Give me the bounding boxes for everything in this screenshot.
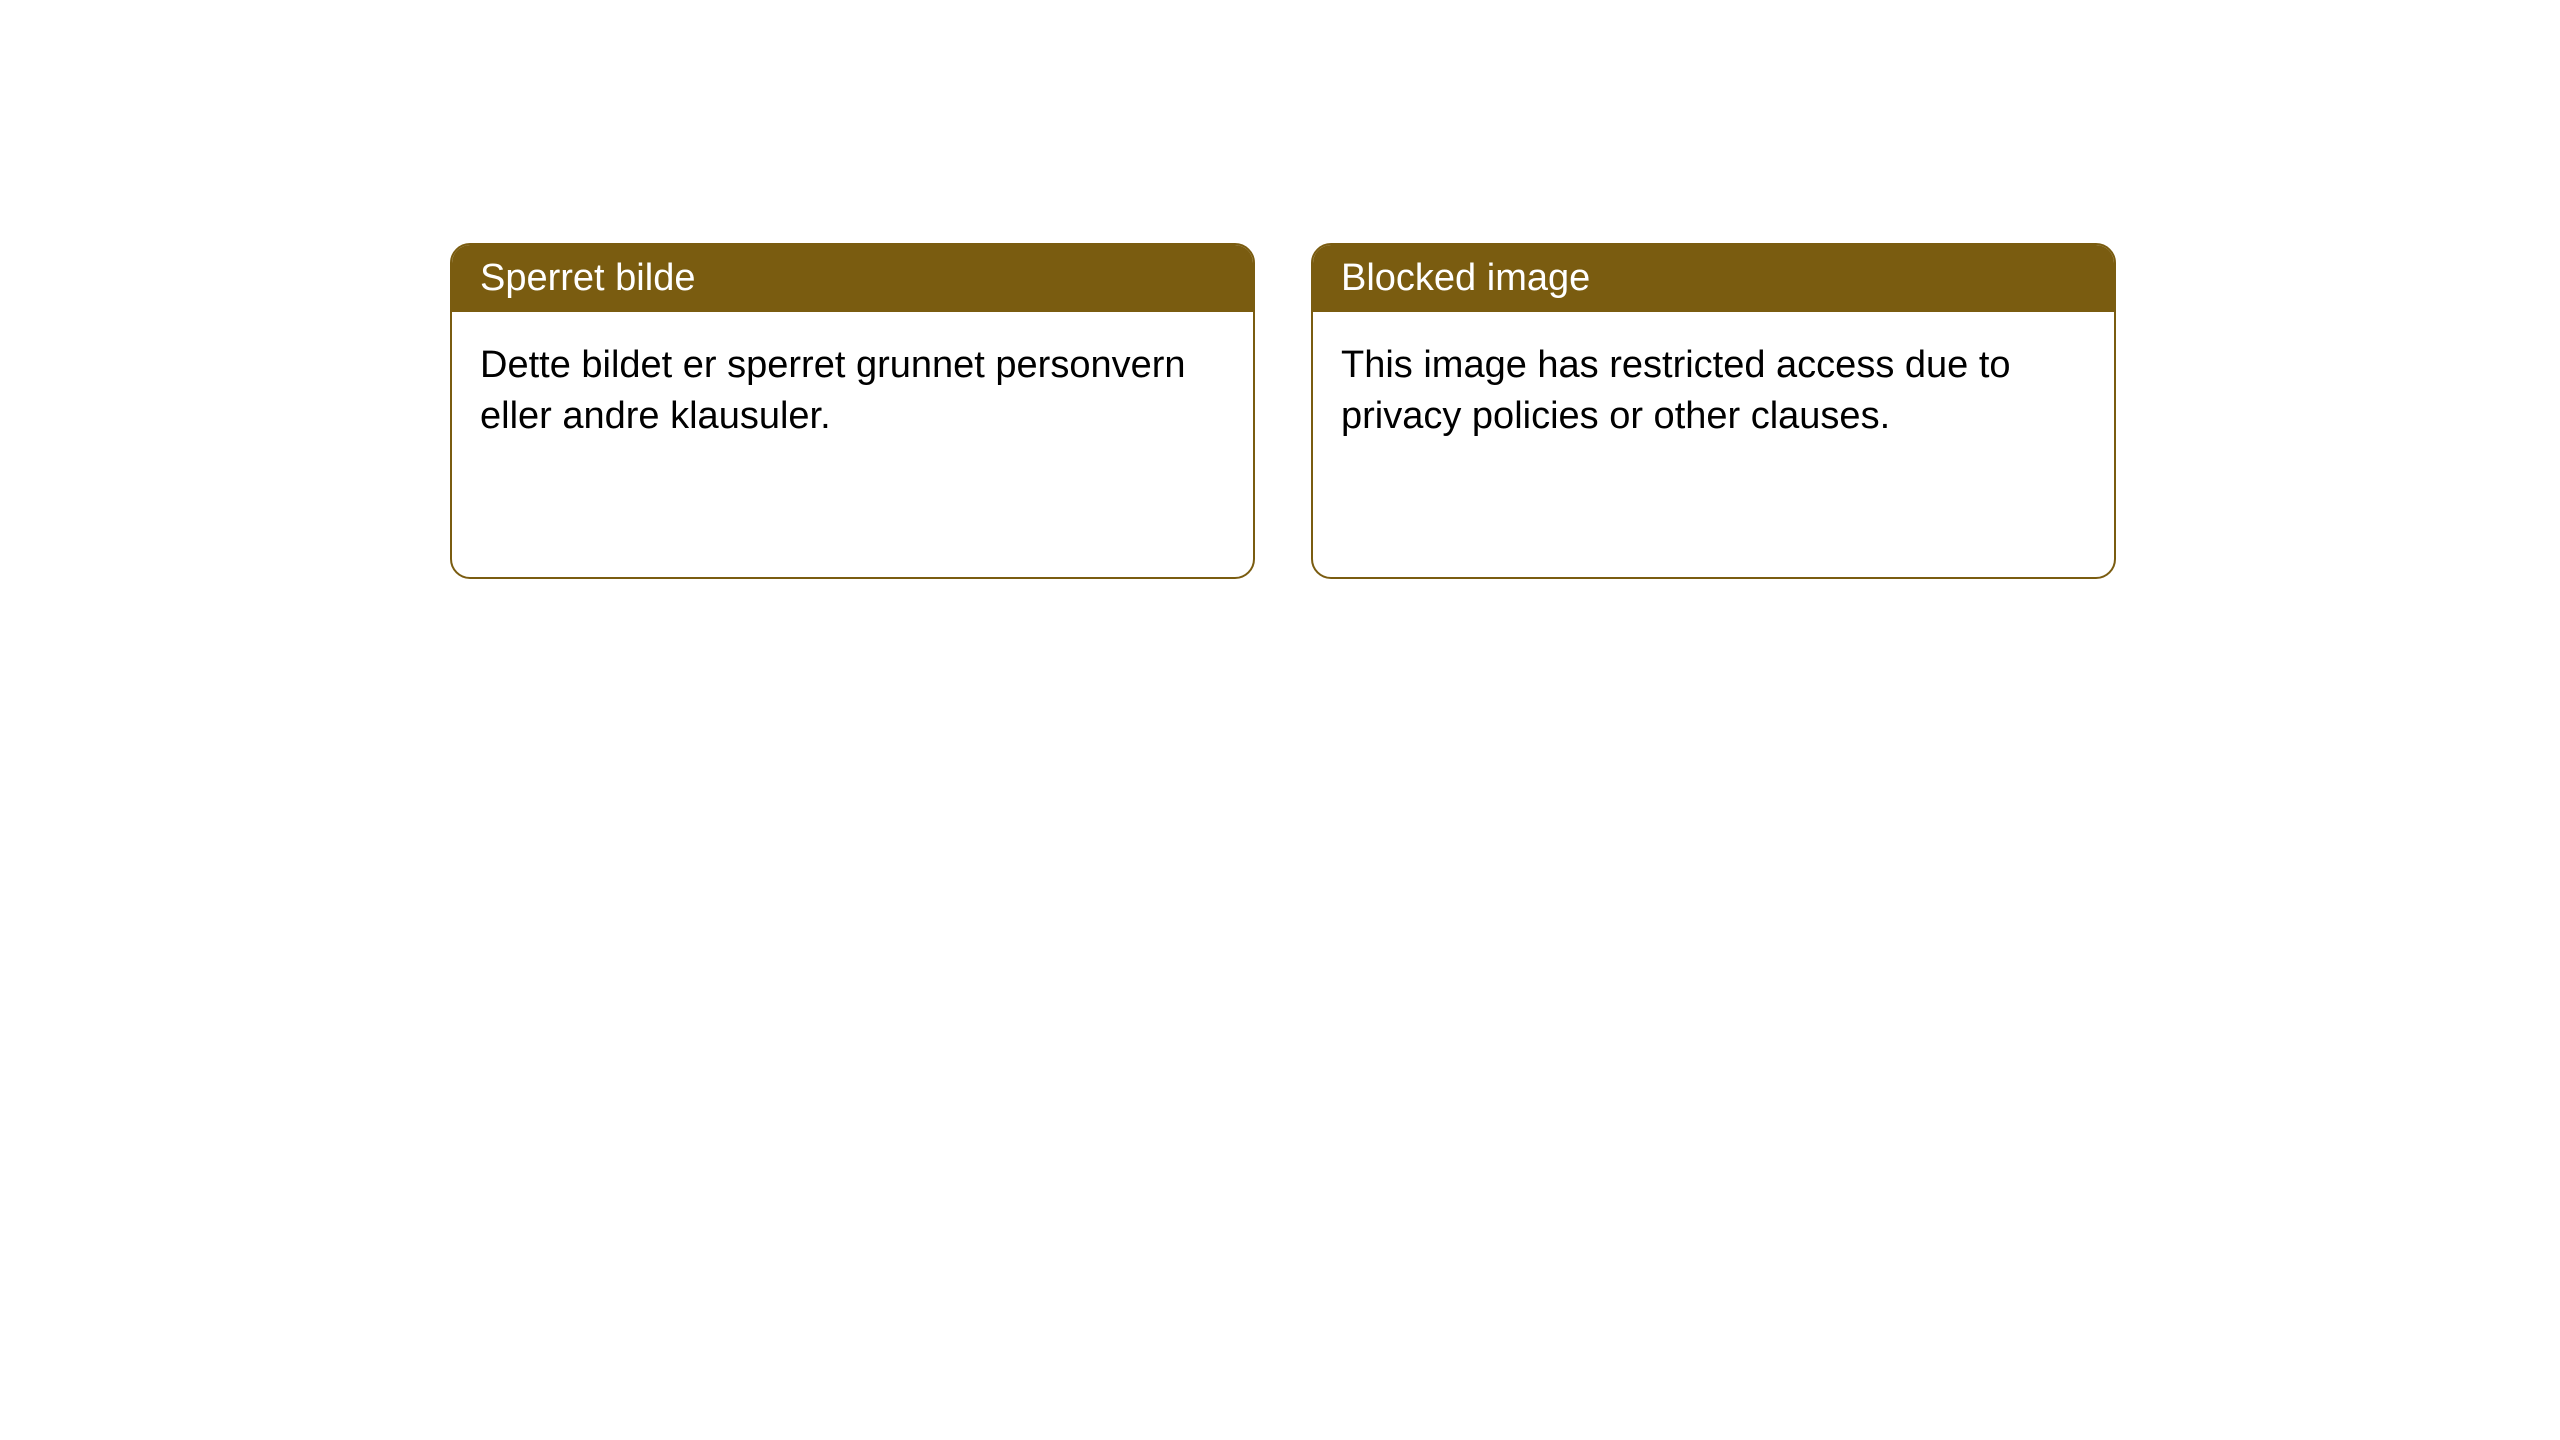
notice-header: Blocked image [1313, 245, 2114, 312]
notice-body: Dette bildet er sperret grunnet personve… [452, 312, 1253, 471]
notice-body-text: This image has restricted access due to … [1341, 344, 2011, 437]
notice-body-text: Dette bildet er sperret grunnet personve… [480, 344, 1186, 437]
notice-header: Sperret bilde [452, 245, 1253, 312]
notice-title: Blocked image [1341, 257, 1590, 299]
blocked-image-notices: Sperret bilde Dette bildet er sperret gr… [450, 243, 2116, 579]
notice-title: Sperret bilde [480, 257, 695, 299]
notice-card-english: Blocked image This image has restricted … [1311, 243, 2116, 579]
notice-card-norwegian: Sperret bilde Dette bildet er sperret gr… [450, 243, 1255, 579]
notice-body: This image has restricted access due to … [1313, 312, 2114, 471]
